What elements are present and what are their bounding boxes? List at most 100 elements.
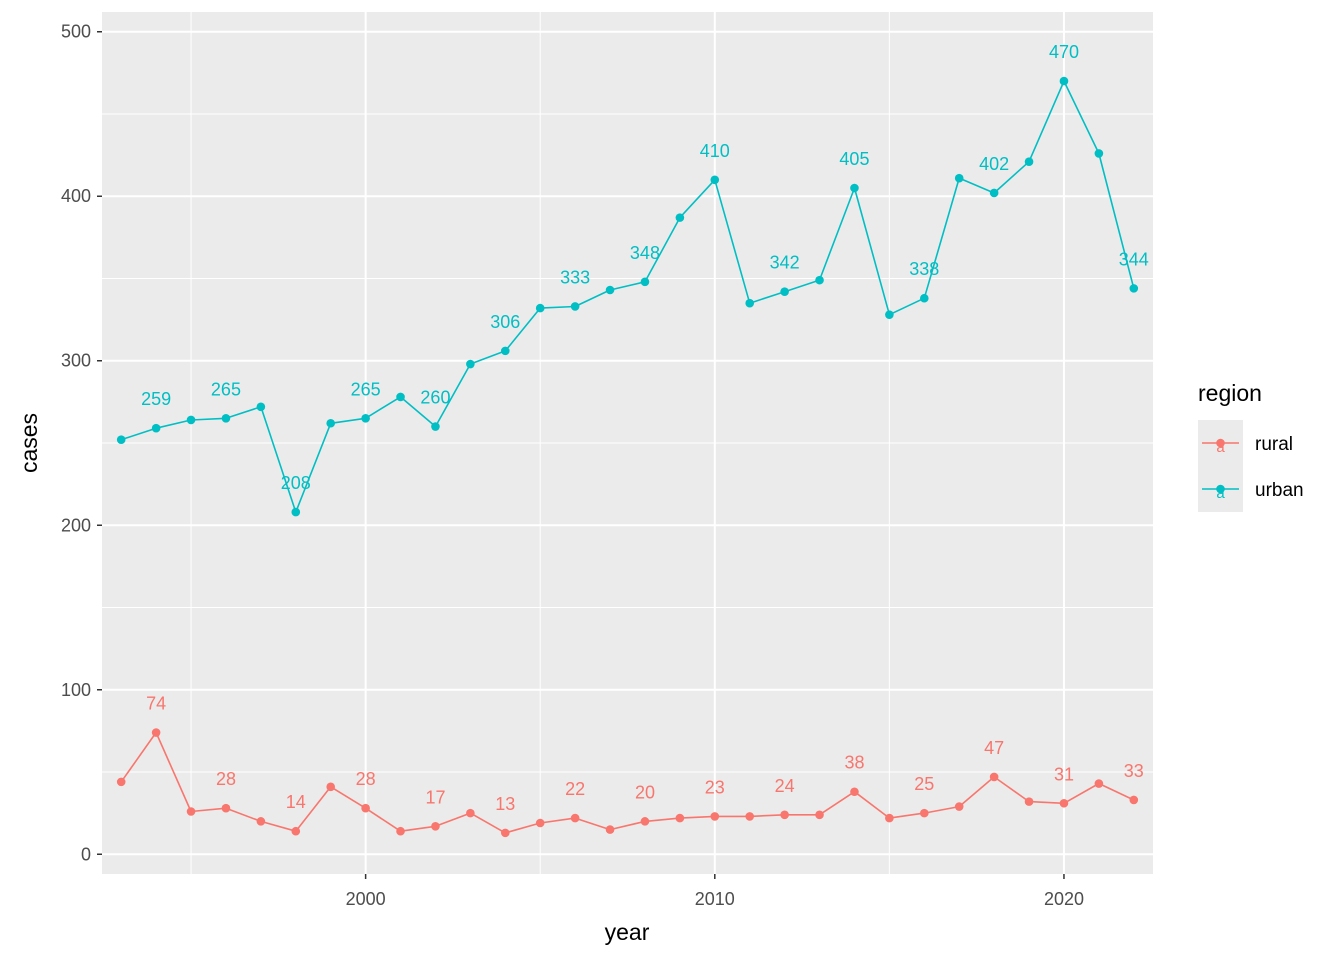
legend-key-point [1216,484,1225,494]
legend-label-rural: rural [1255,434,1293,455]
data-point-urban [954,173,964,183]
series-line-rural [120,731,1135,834]
data-point-urban [570,302,580,311]
data-point-urban [256,402,266,412]
data-point-urban [640,277,650,287]
data-label-rural: 24 [775,776,795,796]
data-label-rural: 23 [705,777,725,797]
data-point-rural [780,810,789,820]
data-point-rural [710,812,720,821]
data-point-rural [675,813,685,823]
data-label-urban: 410 [700,141,730,161]
data-point-rural [221,803,231,813]
data-point-urban [116,435,126,445]
data-point-rural [885,813,894,823]
legend-key-glyph: a [1216,439,1225,456]
data-point-rural [570,813,580,823]
data-label-urban: 208 [281,473,311,493]
y-tick-label: 200 [61,515,91,535]
data-point-urban [605,285,615,295]
legend: region a rural a urban [1198,380,1304,512]
data-label-urban: 333 [560,267,590,287]
data-point-urban [989,188,999,198]
data-point-rural [1094,779,1104,788]
data-point-urban [675,213,685,222]
major-gridlines [102,12,1153,874]
legend-keys: a rural a urban [1198,420,1304,512]
data-label-rural: 31 [1054,764,1074,784]
data-point-rural [989,772,999,782]
data-point-rural [919,808,929,818]
axes: 2000 2010 2020 0 100 200 300 400 500 [61,22,1084,909]
data-label-urban: 265 [351,379,381,399]
data-point-urban [1094,149,1104,158]
data-label-rural: 13 [495,794,515,814]
data-point-rural [535,818,545,828]
y-tick-label: 400 [61,186,91,206]
data-point-rural [954,802,964,811]
data-point-urban [466,359,475,369]
data-label-urban: 342 [770,253,800,273]
data-point-rural [466,808,475,818]
data-point-urban [1129,284,1139,293]
data-point-urban [500,346,510,356]
data-point-urban [885,310,894,319]
data-point-urban [151,423,161,433]
data-point-rural [186,807,196,816]
data-label-rural: 22 [565,779,585,799]
data-point-urban [221,414,231,423]
data-label-rural: 38 [844,753,864,773]
data-point-rural [151,728,161,737]
legend-key-point [1216,438,1225,448]
data-point-rural [431,821,440,831]
x-axis-title: year [605,919,650,945]
data-point-urban [396,392,405,402]
y-tick-label: 300 [61,351,91,371]
data-label-rural: 28 [356,769,376,789]
data-label-urban: 470 [1049,42,1079,62]
data-point-urban [361,414,370,423]
data-point-urban [710,175,720,185]
data-point-urban [1024,157,1034,166]
data-label-urban: 344 [1119,249,1149,269]
data-point-rural [605,825,615,834]
data-point-rural [1059,798,1069,808]
data-label-urban: 405 [839,149,869,169]
data-point-rural [116,777,126,787]
data-labels: 74 28 14 28 17 13 22 20 23 24 38 25 47 31 33 259 265 208 2… [141,42,1149,814]
data-point-urban [850,183,859,193]
data-point-rural [745,812,755,821]
data-label-urban: 259 [141,389,171,409]
data-point-rural [815,810,824,820]
series-layer [116,76,1139,838]
data-point-rural [256,817,266,826]
y-tick-label: 0 [81,844,91,864]
data-point-rural [500,828,510,838]
data-label-rural: 20 [635,782,655,802]
legend-title: region [1198,380,1262,406]
data-point-urban [745,298,755,308]
data-point-rural [640,817,650,826]
data-point-urban [919,293,929,303]
series-line-urban [120,80,1135,513]
data-point-rural [361,803,370,813]
data-label-urban: 402 [979,154,1009,174]
data-point-rural [850,787,859,797]
data-point-urban [431,422,440,431]
y-tick-label: 100 [61,680,91,700]
data-point-urban [815,275,824,285]
x-tick-label: 2010 [695,889,735,909]
data-label-rural: 14 [286,792,306,812]
data-point-rural [326,782,336,792]
minor-gridlines [102,12,1153,874]
data-point-rural [1024,797,1034,806]
data-label-rural: 33 [1124,761,1144,781]
legend-label-urban: urban [1255,480,1304,501]
data-label-urban: 306 [490,312,520,332]
data-label-rural: 74 [146,694,166,714]
data-point-rural [1129,795,1139,805]
data-point-urban [291,507,301,517]
data-label-rural: 28 [216,769,236,789]
data-point-urban [326,418,336,428]
